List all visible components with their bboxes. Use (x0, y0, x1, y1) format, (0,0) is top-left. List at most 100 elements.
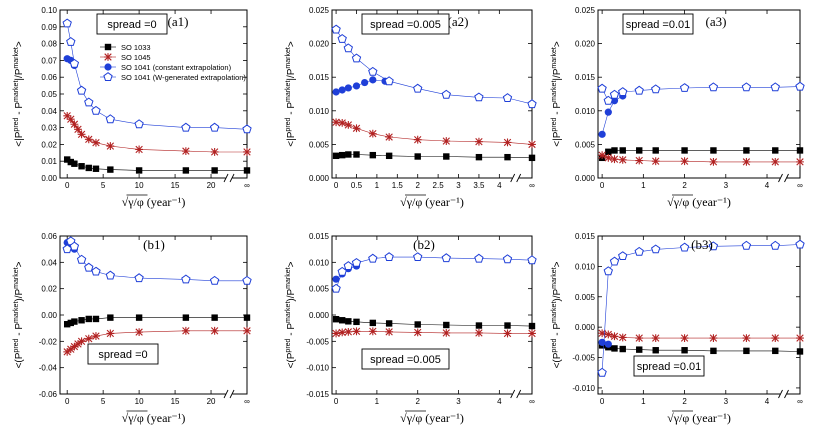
axis-break-mark (510, 173, 516, 183)
data-point (384, 252, 394, 261)
series-line (601, 86, 801, 102)
series-so-1041-w-generated-extrapolation (62, 18, 252, 134)
data-point (605, 148, 612, 155)
x-tick-label: 15 (171, 397, 180, 406)
axis-break-gap (512, 174, 520, 182)
data-point (210, 326, 219, 335)
data-point (598, 130, 606, 138)
data-point (443, 321, 450, 329)
data-point (368, 327, 377, 336)
axis-break-mark (223, 173, 229, 183)
data-point (680, 157, 689, 166)
series-so-1045 (332, 327, 536, 338)
data-point (475, 329, 483, 337)
data-point (634, 246, 644, 256)
data-point (211, 167, 218, 174)
y-tick-label: -0.010 (306, 364, 329, 373)
x-axis-label: √γ/φ (year⁻¹) (400, 195, 464, 209)
data-point (598, 329, 607, 338)
plot-frame (597, 235, 801, 395)
data-point (651, 157, 660, 166)
data-point (503, 329, 512, 338)
panel-a1: 0.00 0.01 0.02 0.03 0.04 0.05 0.06 0.07 0.08 0.09… (13, 6, 252, 209)
data-point (604, 153, 613, 162)
data-point (385, 152, 393, 160)
data-point (135, 145, 144, 154)
y-tick-label: 0.025 (309, 6, 330, 15)
y-tick-label: 0.005 (309, 285, 330, 294)
legend-label: SO 1033 (121, 43, 151, 52)
x-tick-label: 1 (641, 181, 646, 190)
data-point (338, 86, 346, 94)
data-point (413, 83, 423, 93)
data-point (70, 342, 79, 351)
data-point (344, 327, 353, 336)
x-tick-label: 20 (207, 397, 216, 406)
data-point (77, 130, 86, 139)
data-point (105, 114, 115, 124)
series-so-1045 (63, 111, 251, 156)
data-point (107, 314, 114, 321)
series-so-1033 (63, 156, 251, 174)
data-point (610, 97, 619, 105)
spread-label: spread =0.005 (370, 354, 441, 366)
axis-break-gap (512, 390, 520, 398)
data-point (351, 53, 362, 63)
data-point (796, 334, 804, 342)
data-point (528, 322, 536, 330)
panel-label: (a3) (706, 14, 727, 29)
data-point (679, 83, 690, 92)
data-point (796, 147, 804, 154)
series-line (601, 95, 623, 135)
data-point (63, 347, 72, 356)
data-point (708, 82, 719, 92)
x-tick-label: 4 (765, 181, 770, 190)
data-point (332, 275, 340, 283)
series-so-1033 (332, 151, 536, 162)
data-point (598, 338, 606, 346)
y-axis-label: <|Ppred​ - Pmarket​|/Pmarket​> (285, 41, 297, 147)
series-line (336, 121, 533, 145)
data-point (182, 314, 190, 321)
data-point (181, 274, 191, 284)
data-point (741, 240, 752, 250)
series-line (602, 332, 800, 339)
data-point (74, 125, 82, 134)
data-point (339, 151, 346, 159)
data-point (636, 147, 643, 154)
data-point (211, 314, 218, 321)
x-tick-label: 5 (101, 397, 106, 406)
data-point (503, 138, 512, 147)
data-point (679, 242, 690, 252)
data-point (84, 334, 93, 343)
y-axis-label: <(Ppred​ - Pmarket​)/Pmarket​> (13, 261, 25, 368)
x-tick-label: 4 (497, 181, 502, 190)
axis-break-mark (229, 389, 235, 399)
series-so-1041-constant-extrapolation (332, 76, 389, 96)
y-tick-label: 0.000 (309, 311, 330, 320)
data-point (78, 317, 85, 324)
spread-box (622, 13, 694, 35)
data-point (67, 319, 74, 327)
data-point (597, 367, 607, 377)
data-point (331, 283, 341, 293)
data-point (385, 133, 394, 141)
data-point (442, 137, 451, 145)
spread-box (87, 343, 159, 365)
data-point (796, 157, 804, 166)
axis-break-mark (510, 389, 516, 399)
data-point (107, 166, 114, 173)
x-tick-label: 0 (65, 181, 70, 190)
plot-frame (331, 235, 533, 395)
data-point (345, 318, 352, 325)
series-line (601, 154, 800, 163)
data-point (353, 151, 360, 158)
x-tick-label: 15 (171, 181, 180, 190)
y-tick-label: 0.04 (41, 107, 57, 116)
data-point (385, 320, 393, 327)
data-point (527, 99, 537, 109)
axis-break-mark (516, 173, 522, 183)
series-so-1041-w-generated-extrapolation (62, 236, 252, 285)
data-point (618, 251, 628, 260)
